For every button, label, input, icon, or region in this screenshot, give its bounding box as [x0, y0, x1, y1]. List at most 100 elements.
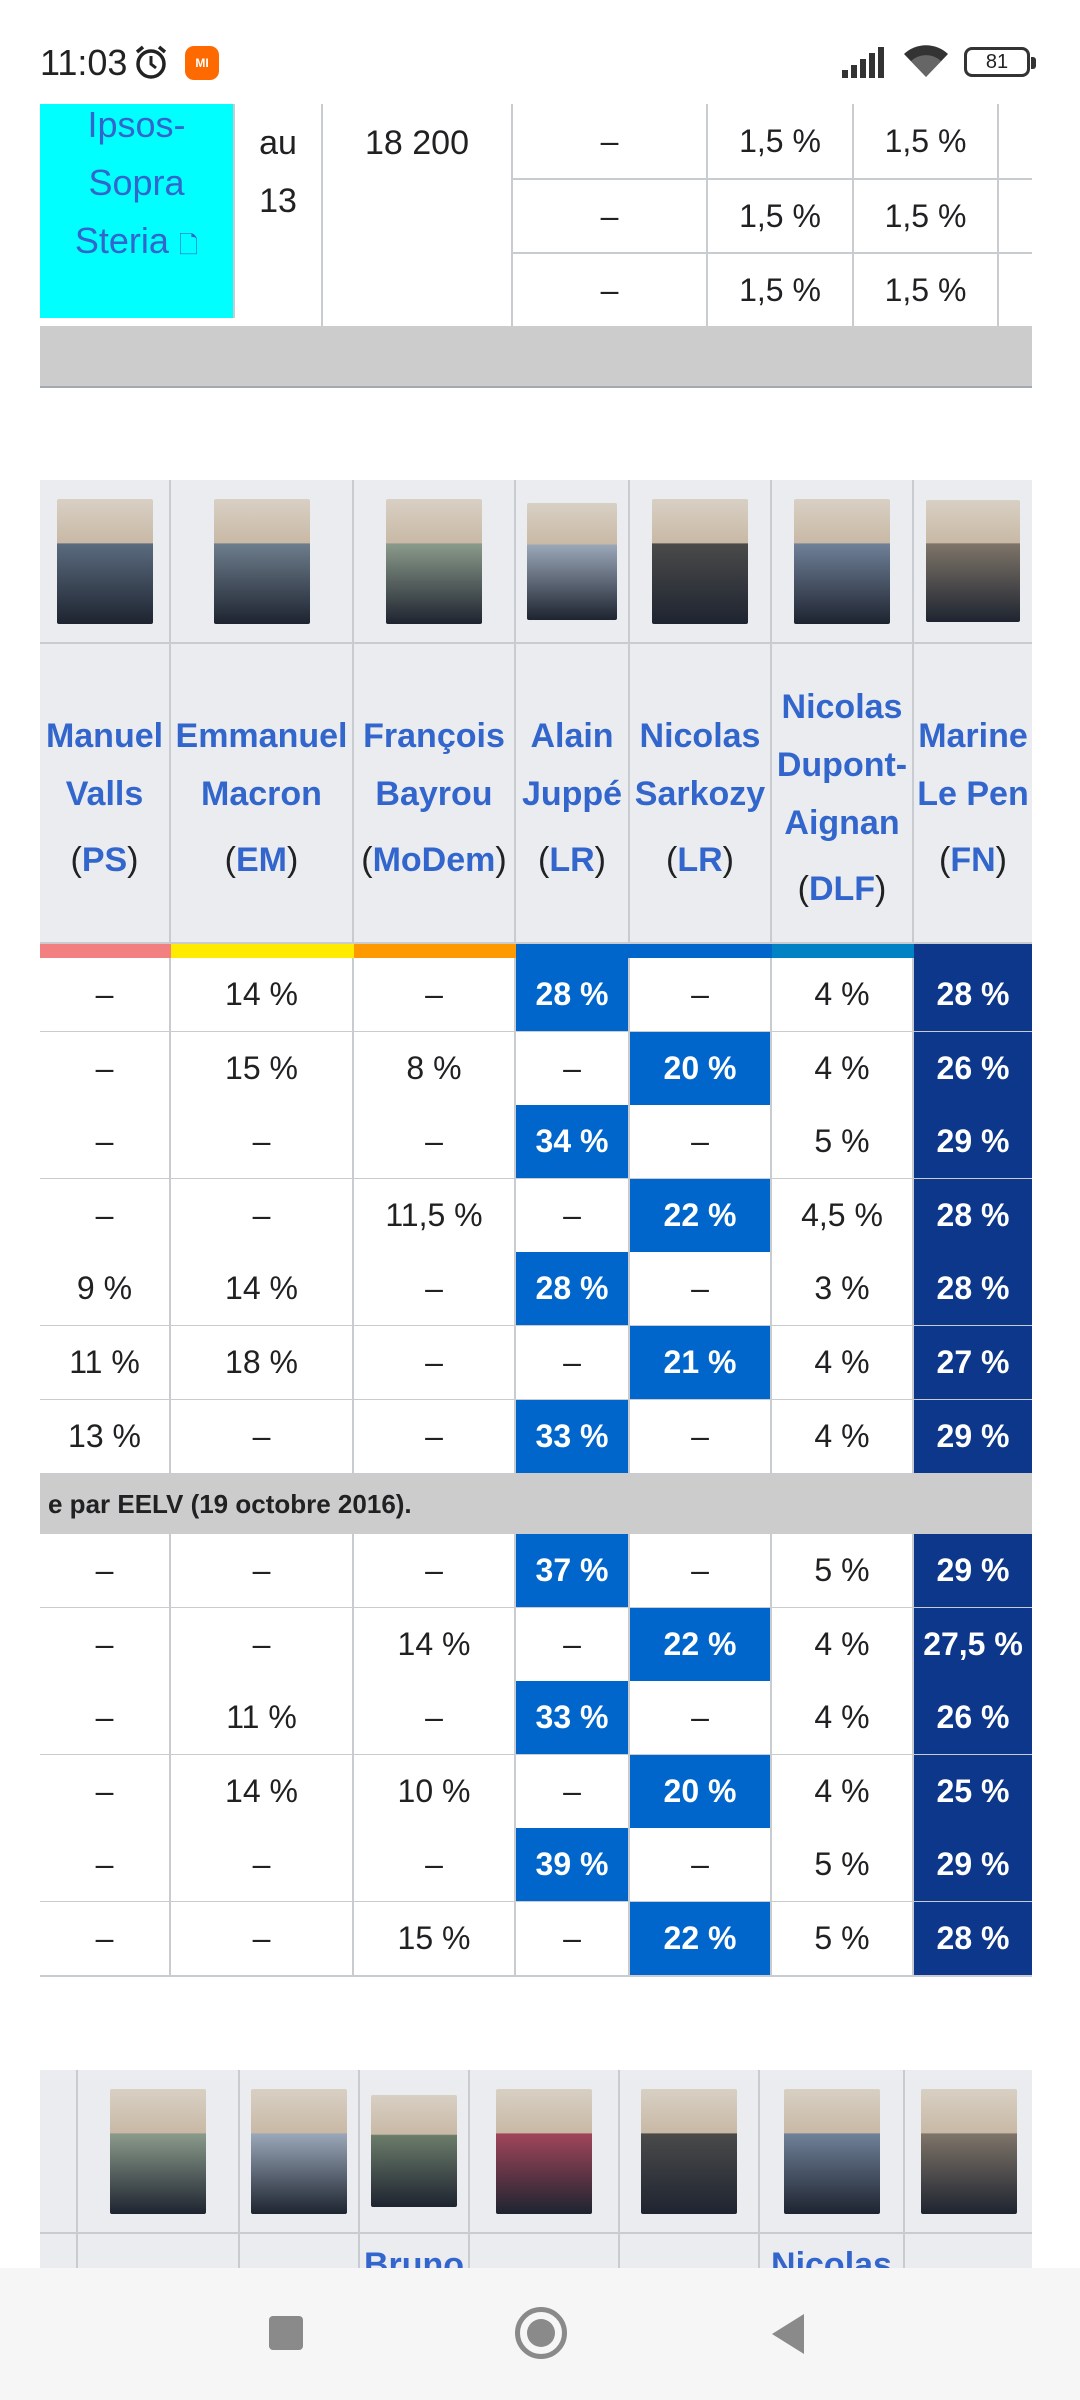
- party-link[interactable]: DLF: [808, 869, 876, 908]
- candidate-photo[interactable]: [527, 502, 617, 620]
- table-cell: –: [171, 1828, 354, 1903]
- candidate-photo[interactable]: [652, 498, 748, 624]
- photo-cell: [620, 2070, 760, 2234]
- party-link[interactable]: EM: [236, 840, 287, 879]
- table-cell: 34 %: [516, 1105, 630, 1180]
- photo-cell: [240, 2070, 360, 2234]
- party-label: (EM): [224, 840, 299, 879]
- candidate-photo[interactable]: [926, 500, 1020, 622]
- date-line: 13: [259, 182, 297, 220]
- table-cell: 28 %: [516, 958, 630, 1033]
- table-cell: 8 %: [354, 1032, 516, 1107]
- table-cell: –: [630, 1681, 772, 1756]
- photo-cell: [171, 480, 354, 644]
- candidate-name[interactable]: Nicolas Dupont- Aignan: [776, 687, 908, 842]
- table-cell: 28 %: [914, 958, 1032, 1033]
- table-cell: 21 %: [630, 1326, 772, 1401]
- table-cell: 4 %: [772, 1032, 914, 1107]
- photo-cell: [772, 480, 914, 644]
- table-cell: –: [171, 1105, 354, 1180]
- candidate-header: Marine Le Pen (FN): [914, 644, 1032, 944]
- table-footer-bar: [40, 326, 1032, 388]
- table-cell: 3 %: [772, 1252, 914, 1327]
- candidate-photo[interactable]: [920, 2088, 1017, 2214]
- table-cell: –: [354, 958, 516, 1033]
- candidate-name[interactable]: Emmanuel Macron: [175, 716, 348, 813]
- candidate-name[interactable]: François Bayrou: [363, 716, 505, 813]
- candidate-photo[interactable]: [496, 2088, 592, 2214]
- candidate-name[interactable]: Alain Juppé: [521, 716, 623, 813]
- table-cell: –: [516, 1608, 630, 1683]
- candidate-photo[interactable]: [110, 2088, 206, 2214]
- table-cell: 14 %: [171, 1252, 354, 1327]
- party-link[interactable]: FN: [950, 840, 996, 879]
- table-cell: –: [40, 1681, 171, 1756]
- sample-cell: 18 200: [323, 104, 513, 326]
- table-cell: –: [40, 1902, 171, 1977]
- candidate-name[interactable]: Manuel Valls: [45, 716, 164, 813]
- photo-cell: [914, 480, 1032, 644]
- table-cell: –: [171, 1608, 354, 1683]
- table-cell: –: [516, 1179, 630, 1254]
- table-cell: 4 %: [772, 1326, 914, 1401]
- candidate-photo[interactable]: [56, 498, 153, 624]
- table-cell: –: [40, 1828, 171, 1903]
- party-link[interactable]: MoDem: [372, 840, 496, 879]
- party-color-bar: [516, 944, 630, 958]
- table-cell: 10 %: [354, 1755, 516, 1830]
- table-cell: 22 %: [630, 1179, 772, 1254]
- wifi-icon: [904, 45, 948, 77]
- table-cell: 4 %: [772, 1755, 914, 1830]
- photo-cell: [360, 2070, 470, 2234]
- table-cell: 29 %: [914, 1534, 1032, 1609]
- candidate-header: Manuel Valls (PS): [40, 644, 171, 944]
- table-cell: 28 %: [914, 1902, 1032, 1977]
- table-cell: 4 %: [772, 1400, 914, 1475]
- institute-line: Steria 🗋: [74, 220, 199, 261]
- party-label: (LR): [666, 840, 734, 879]
- table-cell: 4 %: [772, 1681, 914, 1756]
- table-cell: –: [516, 1032, 630, 1107]
- photo-cell: [40, 480, 171, 644]
- candidate-photo[interactable]: [386, 498, 482, 624]
- table-cell: –: [513, 180, 708, 254]
- candidate-photo[interactable]: [641, 2088, 737, 2214]
- candidate-photo[interactable]: [371, 2095, 457, 2207]
- back-button[interactable]: [772, 2314, 804, 2354]
- table-cell: 28 %: [914, 1252, 1032, 1327]
- candidate-name[interactable]: Nicolas: [771, 2246, 892, 2274]
- table-cell: [999, 254, 1032, 328]
- table-cell: 29 %: [914, 1828, 1032, 1903]
- party-color-bar: [630, 944, 772, 958]
- alarm-icon: [135, 45, 167, 79]
- table-cell: 1,5 %: [708, 180, 854, 254]
- candidate-header: François Bayrou (MoDem): [354, 644, 516, 944]
- candidate-name[interactable]: Marine Le Pen: [917, 716, 1029, 813]
- candidate-photo[interactable]: [783, 2088, 880, 2214]
- table-cell: –: [513, 254, 708, 328]
- party-link[interactable]: PS: [81, 840, 128, 879]
- recent-apps-button[interactable]: [269, 2316, 303, 2350]
- table-cell: –: [630, 1534, 772, 1609]
- candidate-photo[interactable]: [213, 498, 310, 624]
- candidate-photo[interactable]: [251, 2088, 347, 2214]
- candidate-name[interactable]: Nicolas Sarkozy: [634, 716, 766, 813]
- table-cell: –: [354, 1828, 516, 1903]
- table-cell: –: [630, 1828, 772, 1903]
- candidate-photo[interactable]: [794, 498, 890, 624]
- party-link[interactable]: LR: [677, 840, 723, 879]
- institute-cell[interactable]: Ipsos- Sopra Steria 🗋: [40, 96, 235, 318]
- candidate-header: [78, 2234, 240, 2274]
- home-button[interactable]: [515, 2307, 567, 2359]
- clock: 11:03: [40, 42, 128, 83]
- table-cell: 18 %: [171, 1326, 354, 1401]
- table-cell: –: [354, 1400, 516, 1475]
- table-cell: –: [354, 1326, 516, 1401]
- table-cell: –: [630, 1252, 772, 1327]
- party-link[interactable]: LR: [549, 840, 595, 879]
- battery-indicator: 81: [964, 47, 1036, 77]
- date-cell: au 13: [235, 104, 323, 326]
- photo-cell: [516, 480, 630, 644]
- photo-cell: [760, 2070, 905, 2234]
- candidate-name[interactable]: Bruno: [363, 2246, 465, 2274]
